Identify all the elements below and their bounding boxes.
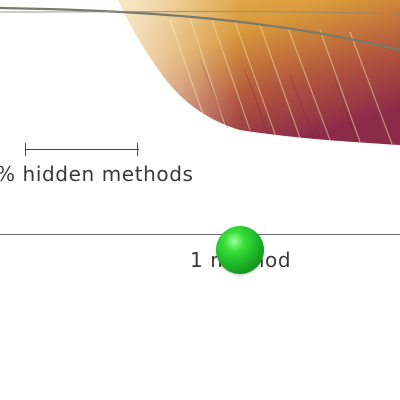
divider-line [0, 234, 400, 235]
scale-bar-right-tick [137, 143, 138, 156]
scale-bar [25, 143, 139, 157]
scale-bar-line [25, 149, 139, 150]
feather-illustration [0, 0, 400, 160]
scale-label: % hidden methods [0, 162, 194, 186]
scale-bar-left-tick [25, 143, 26, 156]
green-sphere-cursor-icon[interactable] [216, 226, 264, 274]
